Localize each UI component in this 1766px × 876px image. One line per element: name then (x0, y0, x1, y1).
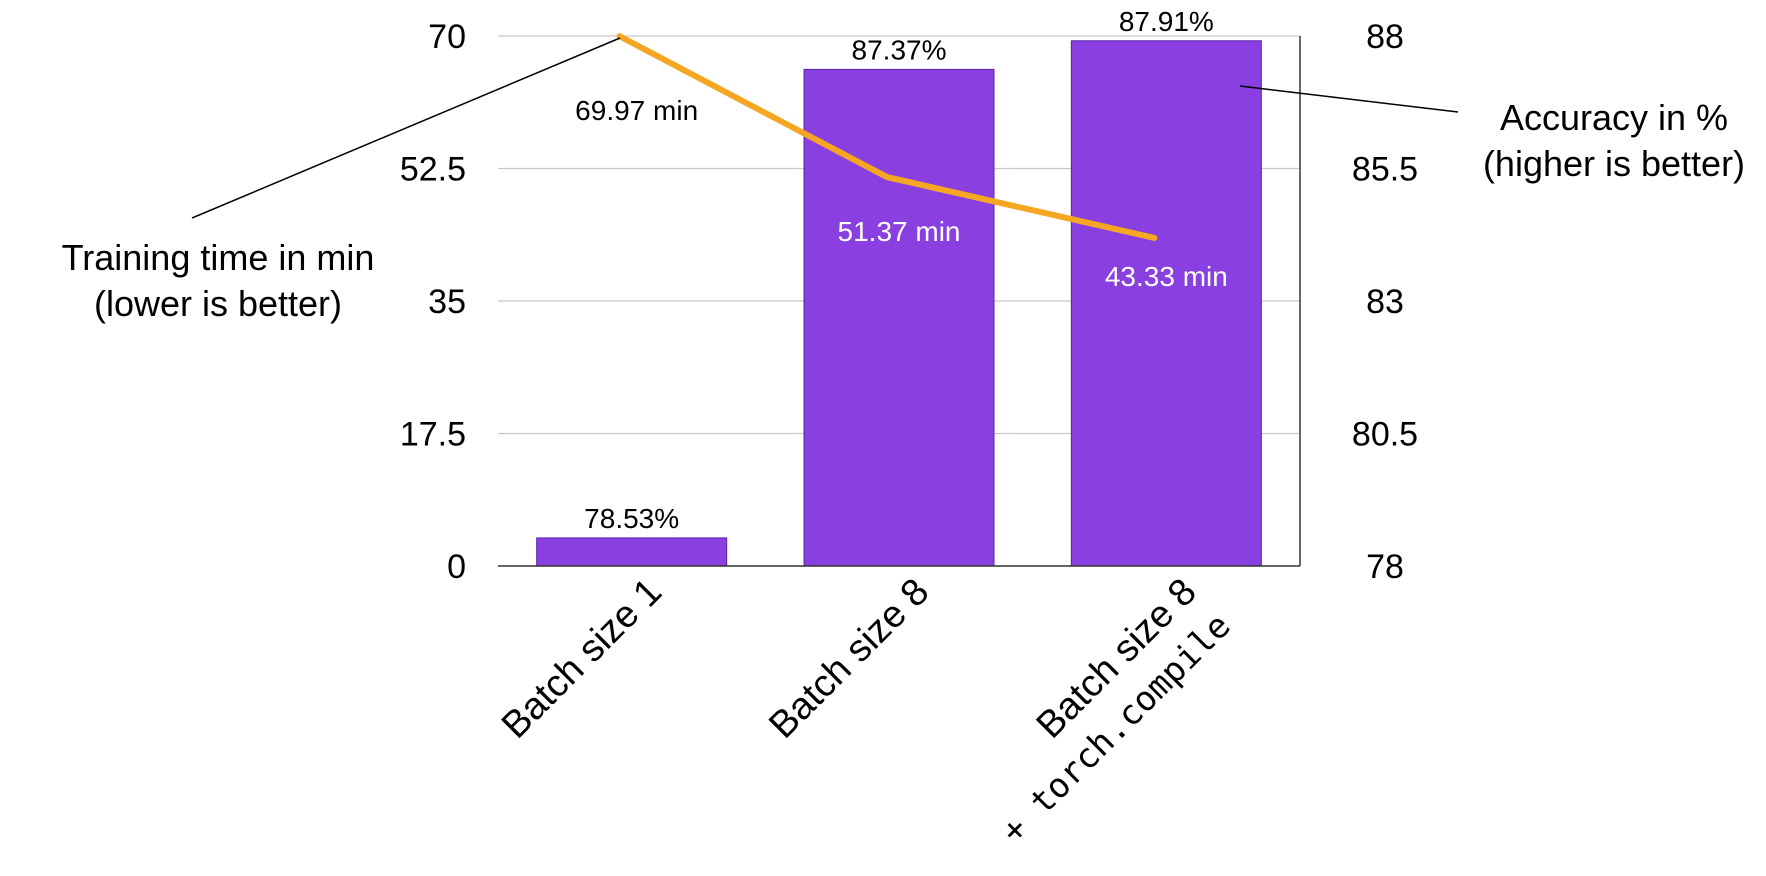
training-time-point (1151, 234, 1158, 241)
right-tick-label: 78 (1366, 548, 1404, 586)
category-label-group: Batch size 1 (494, 571, 670, 747)
left-tick-label: 0 (447, 548, 466, 586)
accuracy-bar (536, 537, 728, 567)
left-tick-label: 35 (428, 283, 466, 321)
left-tick-label: 52.5 (400, 151, 466, 189)
right-tick-label: 80.5 (1352, 416, 1418, 454)
right-tick-label: 88 (1366, 18, 1404, 56)
category-label-group: Batch size 8+ torch.compile (993, 571, 1238, 852)
right-tick-label: 83 (1366, 283, 1404, 321)
accuracy-bar (1070, 40, 1262, 567)
training-time-point (616, 33, 623, 40)
right-caption-leader (1239, 85, 1459, 113)
category-label: Batch size 8 (761, 571, 937, 747)
category-label-group: Batch size 8 (761, 571, 937, 747)
line-value-label: 51.37 min (838, 216, 961, 247)
line-value-label: 69.97 min (575, 95, 698, 126)
line-value-label: 43.33 min (1105, 261, 1228, 292)
left-tick-label: 70 (428, 18, 466, 56)
training-time-point (884, 174, 890, 181)
category-label: Batch size 1 (494, 571, 670, 747)
left-axis-caption: Training time in min (62, 237, 375, 278)
bar-value-label: 87.37% (852, 34, 947, 65)
bar-value-label: 78.53% (584, 503, 679, 534)
left-axis-caption: (lower is better) (94, 283, 342, 324)
axis-layer (498, 36, 1301, 567)
caption-layer: Training time in min (lower is better) Acc… (62, 37, 1745, 324)
right-axis-caption: Accuracy in % (1500, 97, 1728, 138)
bar-value-label: 87.91% (1119, 6, 1214, 37)
right-axis-caption: (higher is better) (1483, 143, 1745, 184)
right-tick-label: 85.5 (1352, 151, 1418, 189)
left-tick-label: 17.5 (400, 416, 466, 454)
left-caption-leader (191, 37, 621, 219)
accuracy-bar (803, 68, 995, 567)
line-layer (616, 33, 1158, 241)
